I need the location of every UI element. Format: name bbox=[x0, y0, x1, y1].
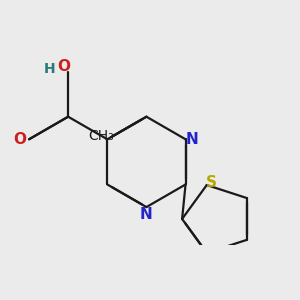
Text: O: O bbox=[57, 59, 70, 74]
Text: CH₃: CH₃ bbox=[88, 129, 114, 143]
Text: O: O bbox=[13, 132, 26, 147]
Text: S: S bbox=[206, 175, 217, 190]
Text: N: N bbox=[185, 132, 198, 147]
Text: N: N bbox=[140, 207, 153, 222]
Text: H: H bbox=[43, 62, 55, 76]
